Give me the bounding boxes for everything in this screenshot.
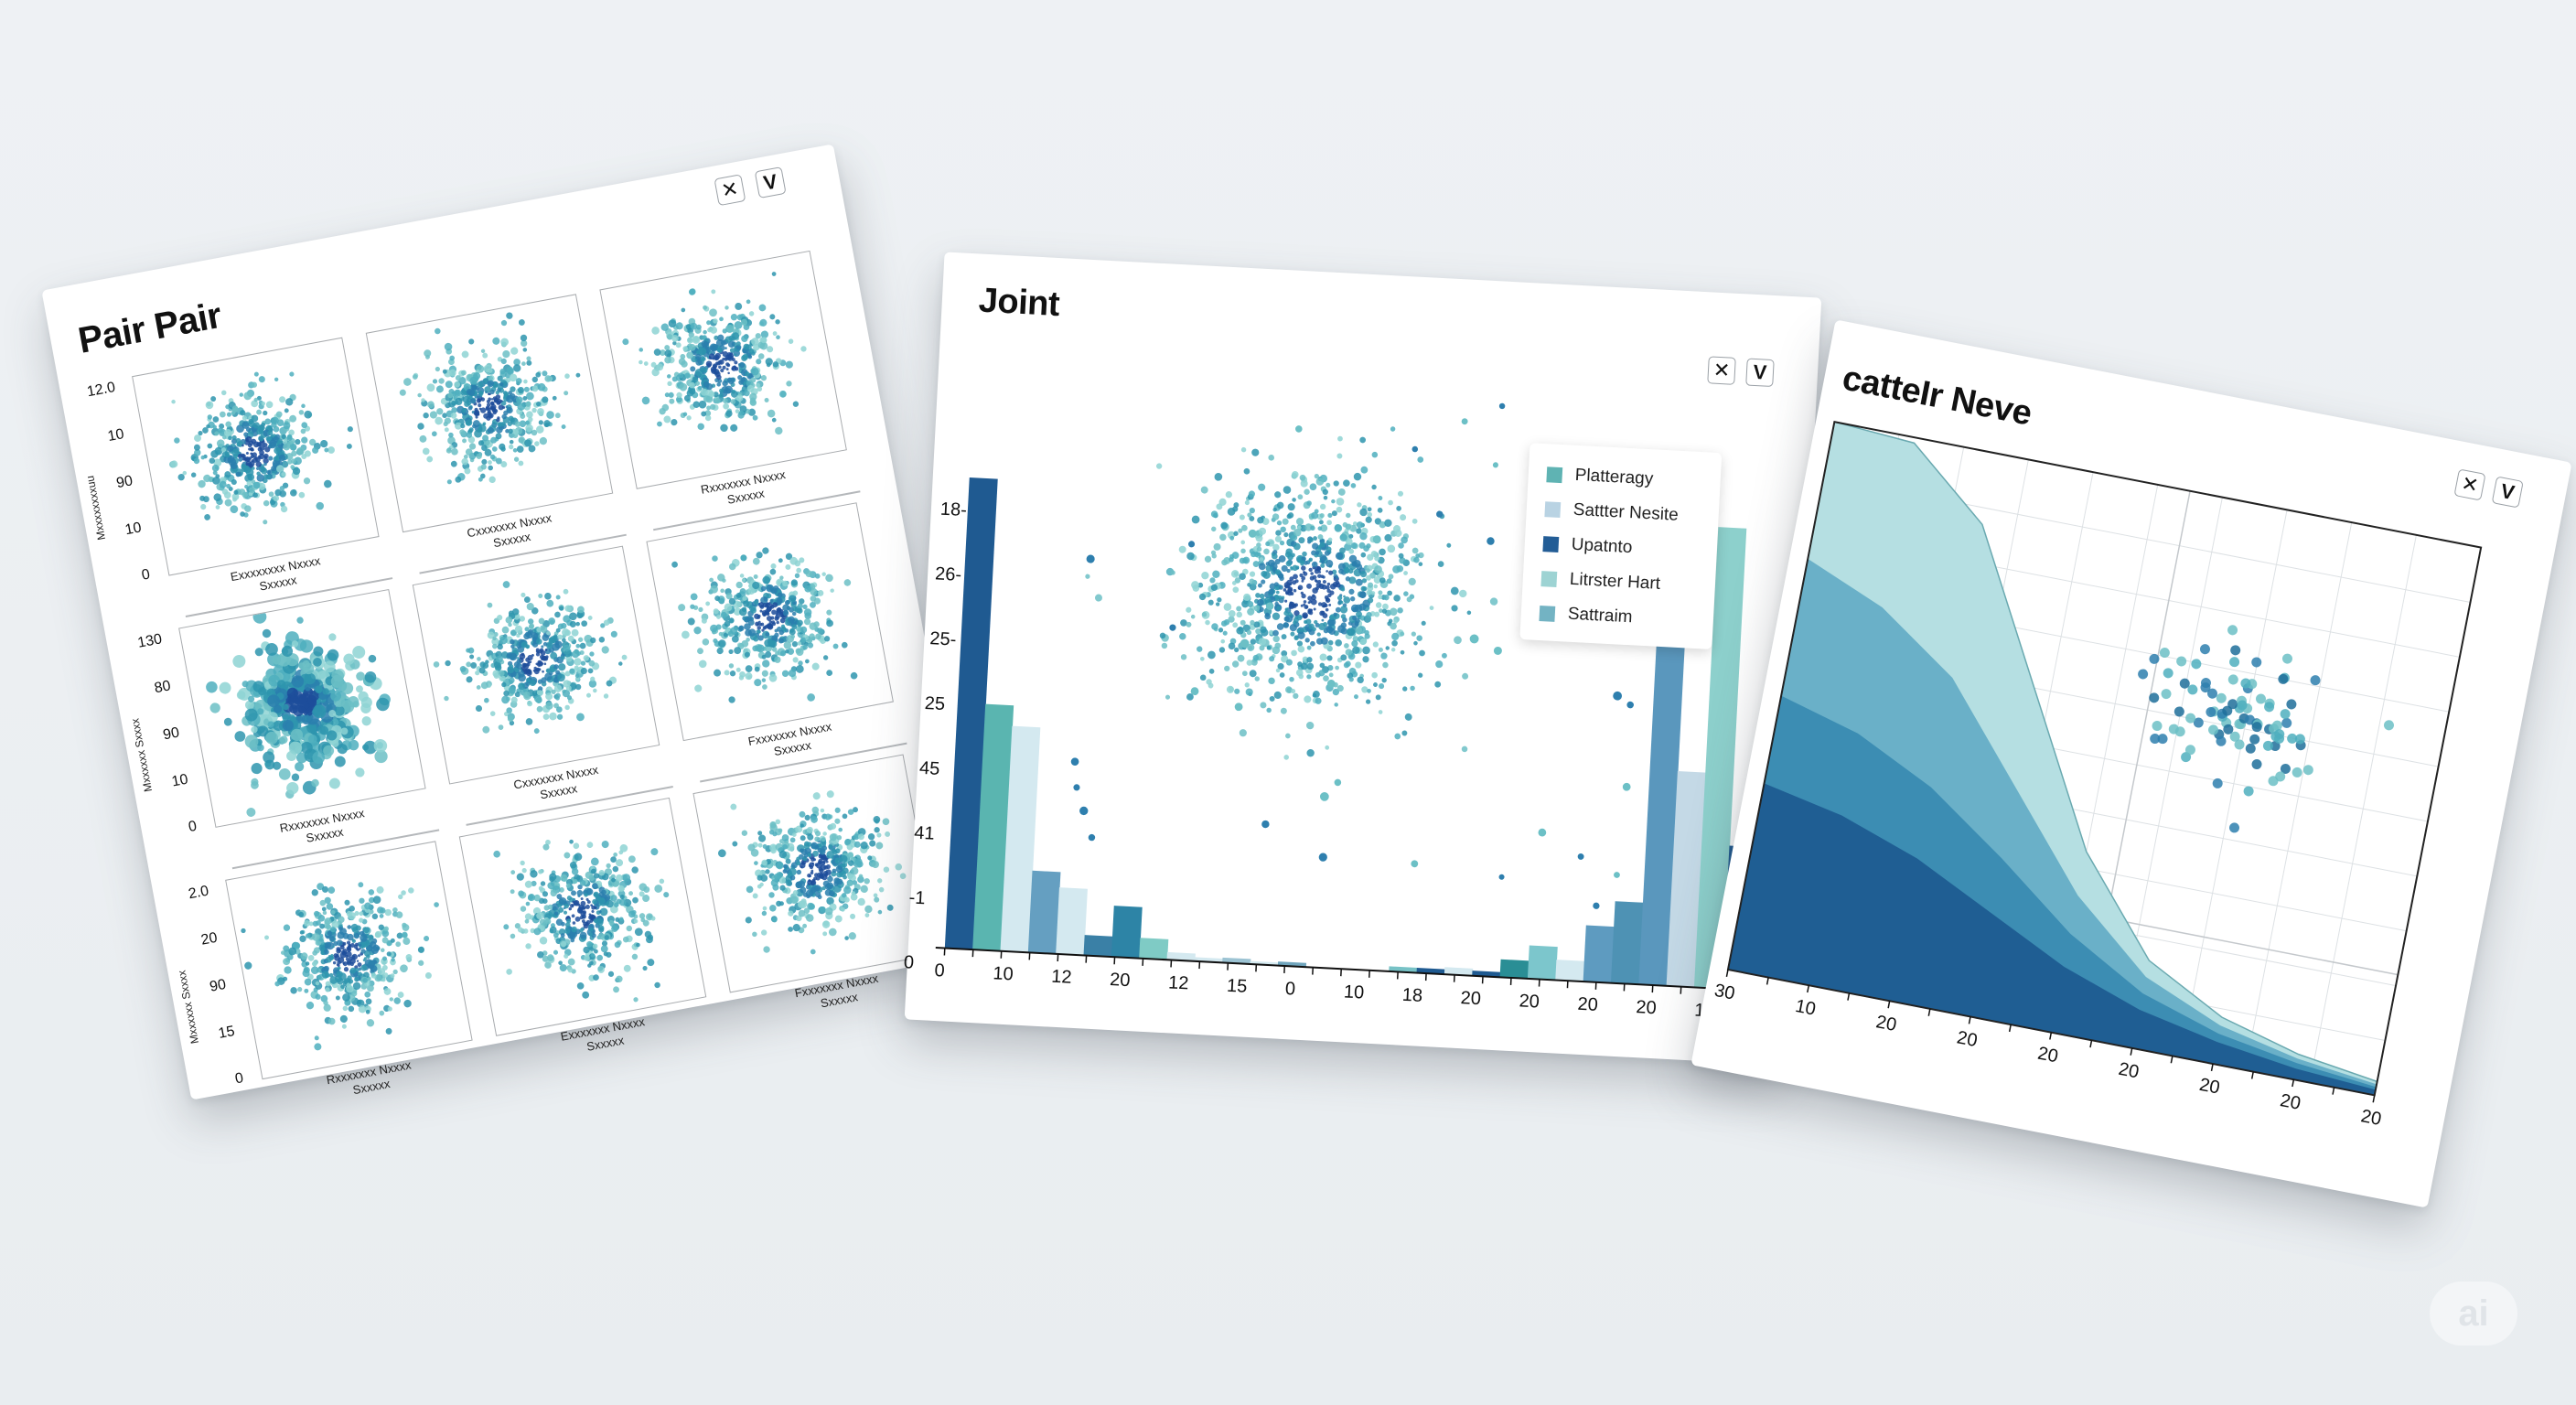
pair-y-tick: 15 xyxy=(217,1023,236,1042)
joint-y-tick: 26- xyxy=(934,563,962,585)
pair-scatter-cell xyxy=(458,797,707,1036)
pair-scatter-cell xyxy=(412,545,660,785)
legend-item: Litrster Hart xyxy=(1540,568,1661,595)
joint-plot-panel: Joint ✕ V 18- 26- 25- 25 45 41 -1 0 0 10 12 20 12 15… xyxy=(903,252,1822,1066)
pair-y-tick: 10 xyxy=(106,426,125,445)
scatter-x-tick: 10 xyxy=(1793,995,1818,1020)
pair-scatter-cell xyxy=(599,250,847,489)
pair-y-tick: 0 xyxy=(187,818,199,836)
pair-panel-title: Pair Pair xyxy=(75,295,225,361)
pair-plot-panel: Pair Pair ✕ V 12.0 10 90 10 0 Mxxxxxxxxuu Exxx… xyxy=(41,144,983,1100)
legend-swatch xyxy=(1539,605,1556,622)
scatter-x-tick: 20 xyxy=(2117,1058,2141,1083)
joint-x-tick: 20 xyxy=(1460,988,1482,1010)
joint-y-tick: 25 xyxy=(924,693,946,715)
joint-legend: Platteragy Sattter Nesite Upatnto Litrst… xyxy=(1519,443,1723,649)
joint-x-tick: 0 xyxy=(933,960,946,981)
pair-y-tick: 20 xyxy=(199,929,220,949)
joint-x-tick: 10 xyxy=(992,963,1014,985)
scatter-chart-canvas xyxy=(1725,421,2483,1103)
pair-scatter-cell xyxy=(132,337,380,576)
pair-y-tick: 0 xyxy=(140,566,152,584)
joint-x-tick: 12 xyxy=(1167,972,1189,994)
pair-scatter-cell xyxy=(365,294,614,533)
joint-y-tick: -1 xyxy=(908,887,926,909)
joint-x-tick: 18 xyxy=(1401,984,1423,1006)
legend-swatch xyxy=(1544,500,1562,518)
legend-swatch xyxy=(1542,535,1560,552)
scatter-x-tick: 20 xyxy=(2359,1106,2384,1131)
pair-y-tick: 90 xyxy=(161,724,181,744)
joint-x-tick: 20 xyxy=(1635,997,1658,1019)
joint-x-tick: 12 xyxy=(1050,966,1073,988)
scatter-x-tick: 20 xyxy=(2197,1074,2222,1099)
joint-y-tick: 25- xyxy=(928,628,957,650)
joint-x-tick: 20 xyxy=(1576,993,1599,1015)
pair-y-tick: 10 xyxy=(123,520,143,539)
pair-scatter-cell xyxy=(646,502,894,742)
legend-item: Upatnto xyxy=(1542,533,1633,558)
joint-y-tick: 0 xyxy=(903,952,915,973)
joint-y-tick: 41 xyxy=(913,822,936,844)
legend-item: Sattraim xyxy=(1539,603,1633,627)
pair-y-tick: 2.0 xyxy=(187,883,210,903)
pair-y-axis-label: Mxxxxxx Sxxxx xyxy=(175,969,202,1046)
pair-close-button[interactable]: ✕ xyxy=(714,174,746,207)
legend-item: Platteragy xyxy=(1546,464,1654,489)
pair-y-tick: 80 xyxy=(153,678,173,697)
legend-swatch xyxy=(1540,570,1558,587)
legend-swatch xyxy=(1546,466,1563,483)
ai-watermark: ai xyxy=(2430,1282,2517,1346)
pair-y-tick: 90 xyxy=(208,976,228,995)
scatter-x-tick: 20 xyxy=(2278,1090,2302,1114)
scatter-x-tick: 20 xyxy=(1873,1012,1899,1036)
scatter-x-tick: 20 xyxy=(2035,1043,2060,1067)
legend-item: Sattter Nesite xyxy=(1544,499,1679,526)
joint-x-tick: 15 xyxy=(1226,975,1248,997)
pair-grid: 12.0 10 90 10 0 Mxxxxxxxxuu Exxxxxxxx Nxxxx Sxx… xyxy=(41,144,940,1097)
chevron-down-icon: V xyxy=(761,169,779,195)
joint-x-tick: 20 xyxy=(1109,970,1132,992)
close-icon: ✕ xyxy=(719,177,741,203)
pair-collapse-button[interactable]: V xyxy=(754,166,787,199)
pair-y-tick: 130 xyxy=(136,631,164,651)
joint-x-tick: 20 xyxy=(1519,991,1540,1013)
scatter-x-tick: 20 xyxy=(1955,1027,1980,1052)
joint-x-tick: 10 xyxy=(1343,981,1365,1003)
pair-scatter-cell xyxy=(178,588,426,828)
scatter-x-tick: 30 xyxy=(1712,980,1737,1004)
pair-scatter-cell xyxy=(225,841,473,1080)
pair-y-tick: 0 xyxy=(233,1070,245,1088)
joint-y-tick: 18- xyxy=(939,499,968,521)
pair-y-axis-label: Mxxxxxx Sxxxx xyxy=(128,717,156,793)
pair-y-tick: 90 xyxy=(114,473,134,492)
scatter-density-panel: catteIr Neve ✕ V 30 10 20 20 20 20 20 20 20 xyxy=(1690,319,2572,1208)
joint-x-tick: 0 xyxy=(1284,979,1296,1000)
pair-y-tick: 12.0 xyxy=(85,379,117,401)
joint-chart-canvas xyxy=(935,402,1758,997)
joint-y-tick: 45 xyxy=(918,757,940,779)
pair-scatter-cell xyxy=(692,754,940,993)
pair-y-tick: 10 xyxy=(170,771,189,790)
